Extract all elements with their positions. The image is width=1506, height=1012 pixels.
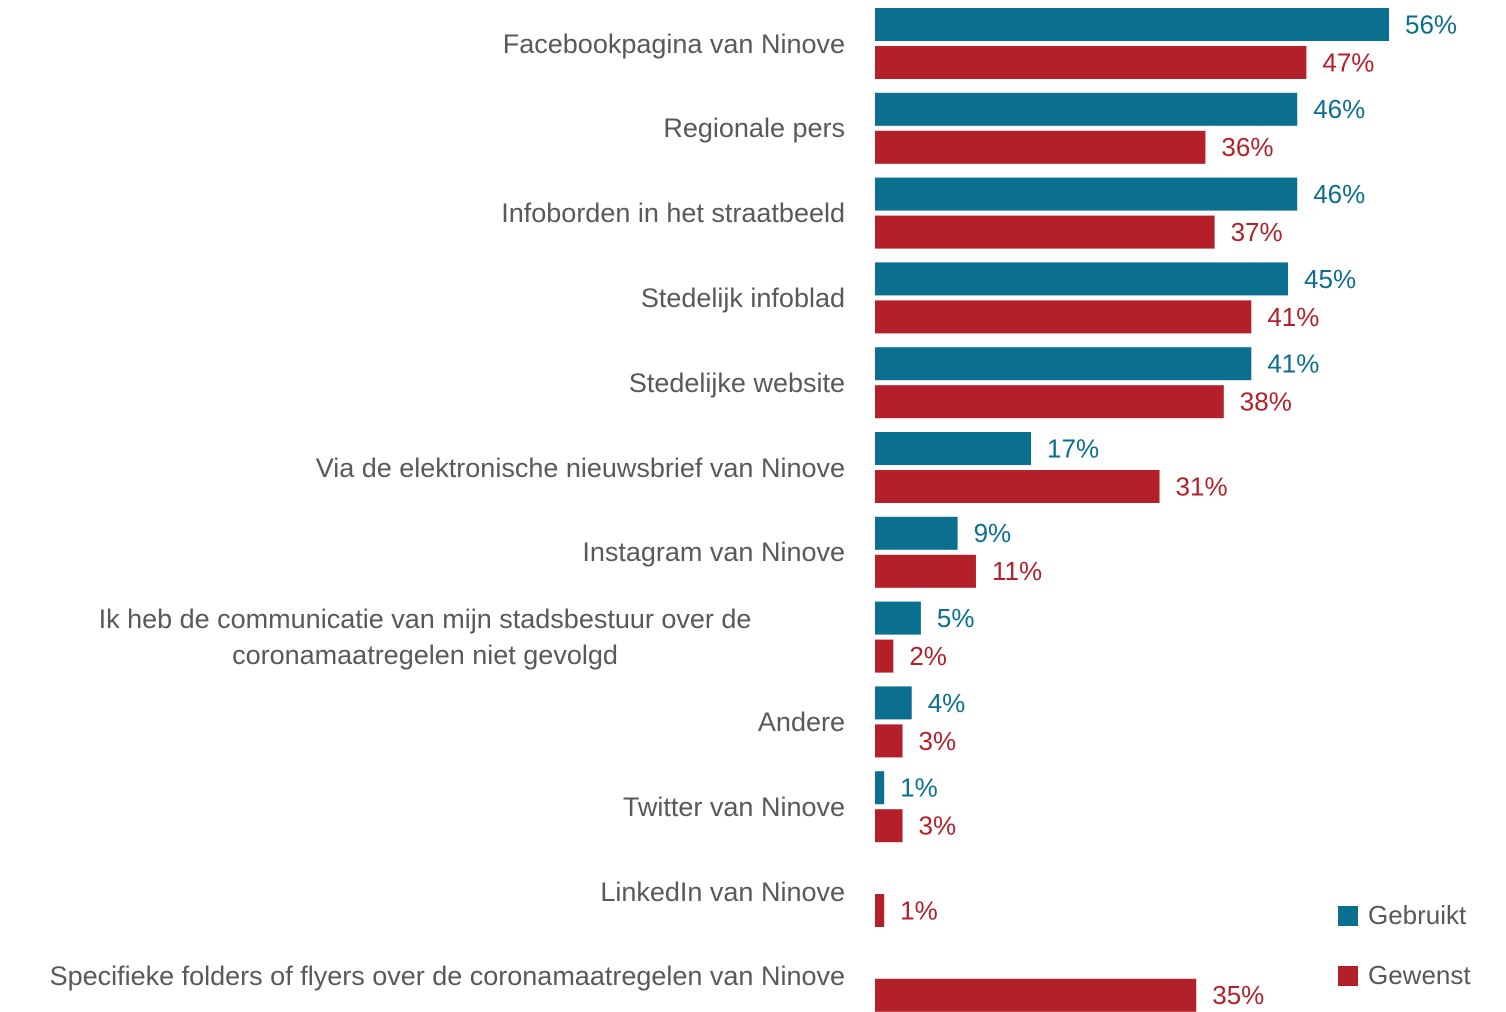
legend-swatch <box>1338 966 1358 986</box>
category-labels: Facebookpagina van Ninove Regionale pers I… <box>0 26 845 994</box>
category-text: Regionale pers <box>663 113 845 144</box>
value-label: 1% <box>900 895 938 925</box>
category-text: Facebookpagina van Ninove <box>502 28 845 59</box>
bar <box>875 215 1215 249</box>
category-label: Regionale pers <box>0 110 845 146</box>
bar <box>875 46 1307 79</box>
value-label: 11% <box>992 556 1042 586</box>
value-label: 56% <box>1405 9 1457 39</box>
value-label: 45% <box>1304 264 1356 294</box>
bar <box>875 470 1160 503</box>
value-label: 46% <box>1313 94 1365 124</box>
category-text: Infoborden in het straatbeeld <box>501 198 845 229</box>
category-label: Ik heb de communicatie van mijn stadsbes… <box>0 601 845 673</box>
category-text: Instagram van Ninove <box>582 537 845 568</box>
bar <box>875 8 1389 41</box>
category-label: Twitter van Ninove <box>0 789 845 825</box>
category-text: Via de elektronische nieuwsbrief van Nin… <box>315 452 845 483</box>
bar <box>875 809 903 843</box>
category-label: Via de elektronische nieuwsbrief van Nin… <box>0 450 845 486</box>
value-label: 5% <box>937 603 975 633</box>
bar <box>875 978 1197 1012</box>
bar <box>875 516 958 550</box>
category-text: LinkedIn van Ninove <box>600 876 845 907</box>
value-label: 31% <box>1176 471 1228 501</box>
bar <box>875 385 1224 419</box>
value-label: 46% <box>1313 179 1365 209</box>
bar <box>875 894 885 927</box>
category-text: Specifieke folders of flyers over de cor… <box>49 961 845 992</box>
bar <box>875 262 1289 296</box>
category-label: Andere <box>0 704 845 740</box>
category-text: Stedelijke website <box>628 367 845 398</box>
bar <box>875 92 1298 126</box>
category-label: Facebookpagina van Ninove <box>0 26 845 62</box>
value-label: 47% <box>1322 47 1374 77</box>
value-label: 4% <box>928 688 966 718</box>
category-label: Infoborden in het straatbeeld <box>0 195 845 231</box>
value-label: 35% <box>1212 980 1264 1010</box>
bar <box>875 686 912 720</box>
bar <box>875 771 885 805</box>
bar <box>875 130 1206 164</box>
category-label: LinkedIn van Ninove <box>0 874 845 910</box>
bar <box>875 300 1252 334</box>
category-text: Stedelijk infoblad <box>640 282 845 313</box>
value-label: 1% <box>900 773 938 803</box>
value-label: 36% <box>1221 132 1273 162</box>
legend-swatch <box>1338 906 1358 926</box>
category-label: Stedelijk infoblad <box>0 280 845 316</box>
category-label: Instagram van Ninove <box>0 534 845 570</box>
legend-label: Gebruikt <box>1368 900 1467 930</box>
category-label: Stedelijke website <box>0 365 845 401</box>
value-label: 41% <box>1267 302 1319 332</box>
category-label: Specifieke folders of flyers over de cor… <box>0 958 845 994</box>
bar <box>875 554 976 588</box>
bar <box>875 177 1298 211</box>
value-label: 3% <box>919 811 957 841</box>
value-label: 2% <box>909 641 947 671</box>
legend-label: Gewenst <box>1368 960 1471 990</box>
value-label: 41% <box>1267 349 1319 379</box>
value-label: 38% <box>1240 387 1292 417</box>
bar <box>875 432 1032 465</box>
value-label: 9% <box>974 518 1012 548</box>
category-text: Twitter van Ninove <box>622 791 845 822</box>
category-text: Ik heb de communicatie van mijn stadsbes… <box>98 604 752 671</box>
bar <box>875 601 921 635</box>
value-label: 3% <box>919 726 957 756</box>
category-text: Andere <box>757 706 845 737</box>
value-label: 17% <box>1047 433 1099 463</box>
value-label: 37% <box>1231 217 1283 247</box>
bar <box>875 639 894 673</box>
bar <box>875 347 1252 381</box>
bar <box>875 724 903 758</box>
